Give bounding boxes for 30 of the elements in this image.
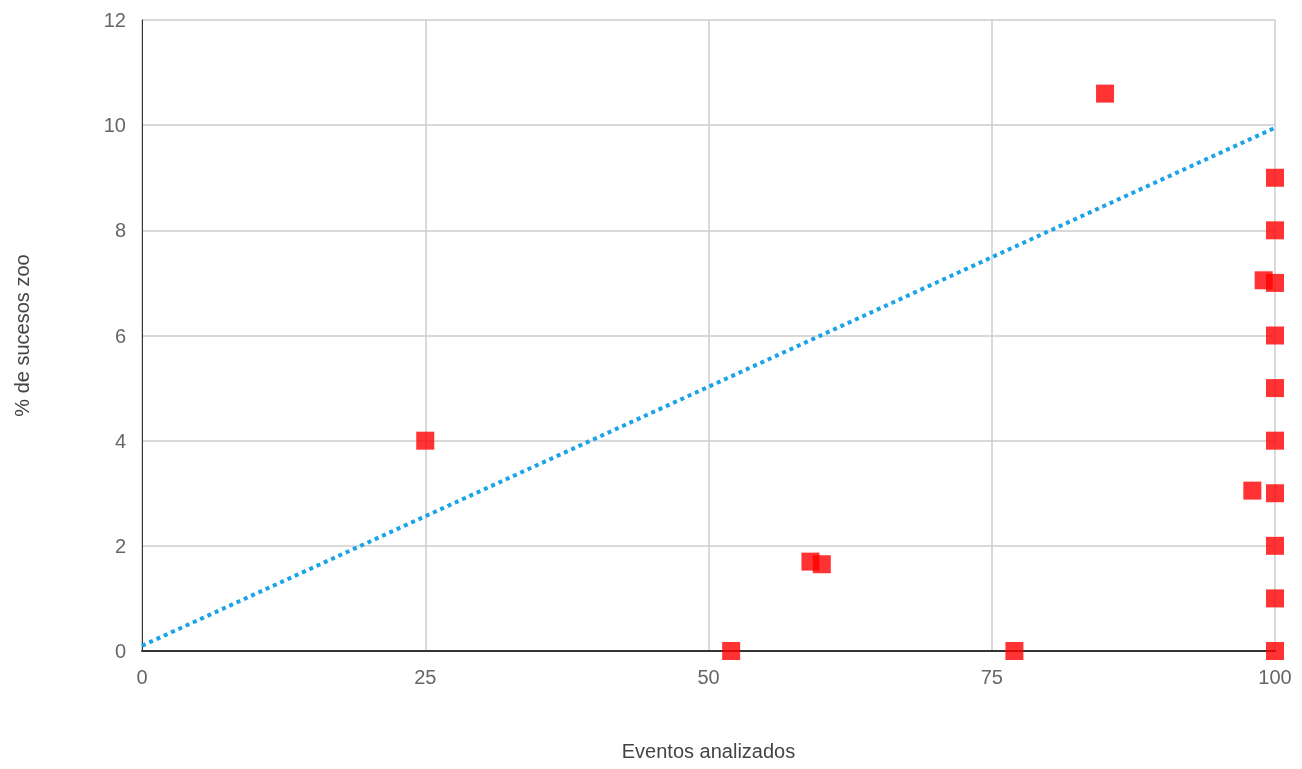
point: [722, 642, 741, 660]
point: [1266, 536, 1284, 555]
point: [1005, 642, 1024, 660]
point: [1096, 84, 1115, 103]
point: [1266, 642, 1284, 660]
point: [1266, 379, 1284, 398]
point: [1266, 326, 1284, 345]
x-tick-label: 25: [414, 666, 437, 688]
x-tick-label: 0: [136, 666, 148, 688]
y-tick-label: 6: [114, 324, 126, 347]
y-axis-title: % de sucesos zoo: [11, 254, 33, 417]
x-tick-label: 100: [1258, 666, 1292, 688]
x-tick-label: 75: [980, 666, 1003, 688]
point: [1266, 484, 1284, 503]
y-tick-label: 2: [114, 534, 126, 557]
x-axis-title: Eventos analizados: [621, 740, 796, 762]
point: [1266, 168, 1284, 187]
point: [1266, 431, 1284, 450]
point: [1266, 589, 1284, 608]
point: [1243, 481, 1262, 500]
point: [812, 555, 831, 574]
point: [416, 431, 435, 450]
point: [1266, 221, 1284, 240]
y-tick-label: 4: [114, 429, 126, 452]
x-tick-label: 50: [697, 666, 720, 688]
y-tick-label: 10: [103, 114, 126, 137]
y-tick-label: 12: [103, 9, 126, 31]
point: [1266, 273, 1284, 292]
y-tick-label: 0: [114, 640, 126, 662]
y-tick-label: 8: [114, 219, 126, 242]
